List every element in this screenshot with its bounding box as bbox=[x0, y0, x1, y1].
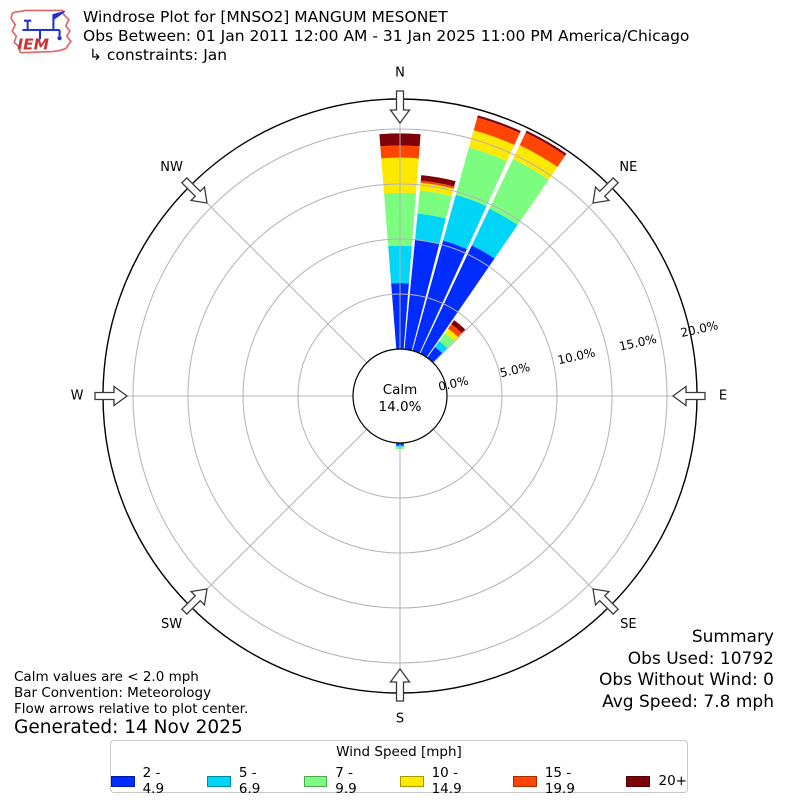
generated-date: Generated: 14 Nov 2025 bbox=[14, 717, 243, 738]
ring-label-0: 0.0% bbox=[437, 374, 470, 394]
legend-swatch-2 bbox=[303, 775, 328, 787]
grid-spoke bbox=[189, 428, 368, 607]
windrose-bar-segment bbox=[451, 320, 466, 334]
compass-label-nw: NW bbox=[160, 160, 183, 175]
legend-item-2: 7 - 9.9 bbox=[303, 765, 378, 797]
windrose-bar-segment bbox=[471, 208, 518, 259]
legend-item-5: 20+ bbox=[626, 773, 687, 789]
legend-item-0: 2 - 4.9 bbox=[111, 765, 185, 797]
summary-title: Summary bbox=[691, 627, 774, 647]
windrose-bar-segment bbox=[444, 328, 459, 341]
legend-swatch-4 bbox=[513, 775, 537, 787]
flow-arrow-e bbox=[671, 385, 706, 407]
flow-arrow-s bbox=[389, 667, 411, 702]
note-flow-arrows: Flow arrows relative to plot center. bbox=[14, 701, 249, 717]
plot-constraints: ↳ constraints: Jan bbox=[89, 46, 228, 64]
compass-label-w: W bbox=[71, 389, 84, 404]
legend-item-4: 15 - 19.9 bbox=[513, 765, 604, 797]
compass-label-se: SE bbox=[620, 617, 636, 632]
plot-notes: Calm values are < 2.0 mph Bar Convention… bbox=[14, 669, 249, 738]
plot-subtitle: Obs Between: 01 Jan 2011 12:00 AM - 31 J… bbox=[83, 27, 690, 45]
compass-label-n: N bbox=[395, 66, 405, 81]
compass-labels: N NE E SE S SW W NW bbox=[71, 66, 728, 727]
polar-grid bbox=[103, 99, 697, 693]
legend-swatch-5 bbox=[626, 775, 651, 787]
ring-label-15: 15.0% bbox=[618, 332, 658, 354]
legend-swatch-3 bbox=[399, 775, 424, 787]
legend-swatch-1 bbox=[207, 775, 231, 787]
summary-obs-used: Obs Used: 10792 bbox=[627, 648, 774, 669]
legend-label-5: 20+ bbox=[658, 773, 687, 789]
flow-arrow-ne bbox=[592, 176, 620, 204]
grid-spoke bbox=[189, 185, 368, 364]
windrose-bar-segment bbox=[443, 194, 487, 250]
windrose-bar-segment bbox=[427, 346, 443, 363]
flow-arrow-w bbox=[94, 385, 129, 407]
note-calm: Calm values are < 2.0 mph bbox=[14, 669, 199, 685]
windrose-bar-segment bbox=[420, 175, 456, 187]
windrose-bar-segment bbox=[477, 115, 521, 134]
legend-label-3: 10 - 14.9 bbox=[431, 765, 462, 797]
flow-arrow-n bbox=[389, 90, 411, 125]
windrose-bar-segment bbox=[513, 145, 558, 180]
windrose-bar-segment bbox=[519, 132, 566, 167]
summary-obs-no-wind: Obs Without Wind: 0 bbox=[599, 670, 774, 690]
iem-logo: IEM bbox=[10, 9, 72, 54]
ring-label-10: 10.0% bbox=[556, 345, 596, 367]
flow-arrow-nw bbox=[180, 176, 208, 204]
compass-label-sw: SW bbox=[161, 617, 182, 632]
legend-swatch-0 bbox=[111, 775, 135, 787]
windrose-bar-segment bbox=[473, 117, 520, 146]
note-bar-convention: Bar Convention: Meteorology bbox=[14, 685, 212, 701]
windrose-bar-segment bbox=[420, 245, 495, 358]
flow-arrow-se bbox=[592, 588, 620, 616]
legend-label-0: 2 - 4.9 bbox=[142, 765, 165, 797]
logo-text: IEM bbox=[17, 36, 49, 54]
windrose-bars bbox=[379, 115, 567, 450]
windrose-bar-segment bbox=[525, 130, 567, 156]
legend-item-3: 10 - 14.9 bbox=[399, 765, 491, 797]
windrose-bar-segment bbox=[455, 147, 508, 207]
windrose-bar-segment bbox=[420, 180, 455, 189]
compass-label-e: E bbox=[719, 389, 727, 404]
legend-label-2: 7 - 9.9 bbox=[335, 765, 357, 797]
iowa-outline-icon bbox=[10, 9, 72, 54]
windrose-bar-segment bbox=[489, 158, 549, 225]
windrose-bar-segment bbox=[404, 239, 440, 351]
flow-arrows bbox=[94, 90, 706, 702]
grid-spoke bbox=[432, 185, 611, 364]
windrose-bar-segment bbox=[412, 240, 467, 354]
legend-title: Wind Speed [mph] bbox=[336, 744, 462, 760]
ring-label-5: 5.0% bbox=[498, 360, 531, 380]
calm-circle bbox=[352, 348, 448, 444]
legend-entries: 2 - 4.9 5 - 6.9 7 - 9.9 10 - 14.9 15 - 19.9 2… bbox=[111, 765, 687, 797]
wind-speed-legend: Wind Speed [mph] 2 - 4.9 5 - 6.9 7 - 9.9 10… bbox=[110, 740, 688, 797]
legend-item-1: 5 - 6.9 bbox=[207, 765, 281, 797]
flow-arrow-sw bbox=[180, 588, 208, 616]
compass-label-ne: NE bbox=[619, 160, 637, 175]
calm-label: Calm bbox=[383, 382, 418, 398]
grid-spoke bbox=[432, 428, 611, 607]
ring-label-20: 20.0% bbox=[679, 318, 719, 340]
legend-label-1: 5 - 6.9 bbox=[238, 765, 261, 797]
compass-label-s: S bbox=[396, 712, 404, 727]
summary-block: Summary Obs Used: 10792 Obs Without Wind… bbox=[599, 627, 774, 713]
weather-vane-icon bbox=[22, 10, 66, 41]
windrose-bar-segment bbox=[417, 190, 452, 219]
legend-label-4: 15 - 19.9 bbox=[544, 765, 575, 797]
windrose-bar-segment bbox=[434, 341, 448, 354]
radial-tick-labels: 0.0% 5.0% 10.0% 15.0% 20.0% bbox=[437, 318, 719, 394]
summary-avg-speed: Avg Speed: 7.8 mph bbox=[602, 691, 774, 712]
calm-value: 14.0% bbox=[379, 399, 422, 415]
plot-title: Windrose Plot for [MNSO2] MANGUM MESONET bbox=[83, 8, 448, 26]
windrose-bar-segment bbox=[448, 324, 462, 337]
windrose-bar-segment bbox=[439, 333, 455, 348]
windrose-bar-segment bbox=[415, 213, 446, 245]
